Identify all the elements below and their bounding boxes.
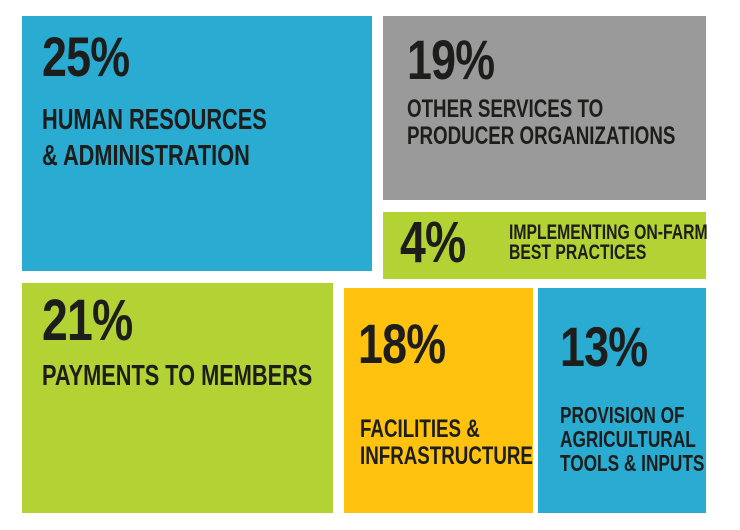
tile-label-line: BEST PRACTICES [509,241,647,264]
tile-label-line: & ADMINISTRATION [42,140,250,172]
tile-label-line: PROVISION OF [560,402,685,428]
tile-percentage: 13% [560,315,648,378]
tile-label-line: IMPLEMENTING ON-FARM [509,221,708,244]
tile-percentage: 25% [42,25,130,88]
tile-label-line: PRODUCER ORGANIZATIONS [407,122,676,150]
tile-label: FACILITIES & INFRASTRUCTURE [360,416,533,470]
tile-percentage: 19% [407,28,495,91]
tile-label: PAYMENTS TO MEMBERS [42,358,312,394]
tile-label-line: HUMAN RESOURCES [42,104,267,136]
tile-percentage: 18% [358,312,446,375]
tile-label-line: AGRICULTURAL [560,426,696,452]
tile-label-line: TOOLS & INPUTS [560,450,705,476]
tile-human-resources-admin: 25% HUMAN RESOURCES & ADMINISTRATION [22,16,372,271]
tile-label: IMPLEMENTING ON-FARM BEST PRACTICES [509,221,708,264]
tile-label: OTHER SERVICES TO PRODUCER ORGANIZATIONS [407,96,675,150]
tile-other-services: 19% OTHER SERVICES TO PRODUCER ORGANIZAT… [383,16,706,200]
tile-label-line: FACILITIES & [360,415,480,443]
tile-label: PROVISION OF AGRICULTURAL TOOLS & INPUTS [560,403,704,475]
tile-label: HUMAN RESOURCES & ADMINISTRATION [42,102,267,174]
tile-payments-to-members: 21% PAYMENTS TO MEMBERS [22,283,333,513]
tile-label-line: INFRASTRUCTURE [360,442,533,470]
tile-facilities-infrastructure: 18% FACILITIES & INFRASTRUCTURE [344,288,533,513]
tile-percentage: 4% [400,210,466,275]
tile-label-line: PAYMENTS TO MEMBERS [42,360,313,392]
tile-agricultural-tools-inputs: 13% PROVISION OF AGRICULTURAL TOOLS & IN… [538,288,706,513]
tile-label-line: OTHER SERVICES TO [407,95,604,123]
tile-on-farm-practices: 4% IMPLEMENTING ON-FARM BEST PRACTICES [383,210,708,279]
tile-percentage: 21% [42,288,133,353]
